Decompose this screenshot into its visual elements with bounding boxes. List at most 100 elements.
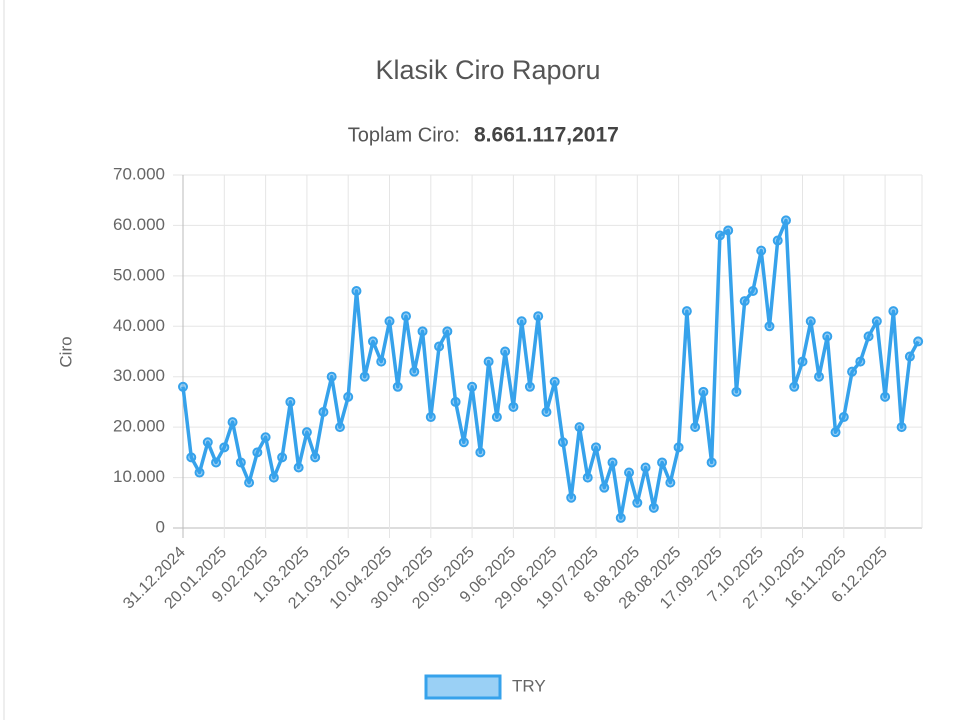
data-point [557, 437, 568, 448]
data-point [913, 336, 924, 347]
data-point [277, 452, 288, 463]
data-point [706, 457, 717, 468]
data-point [285, 396, 296, 407]
data-point [830, 427, 841, 438]
data-point [690, 422, 701, 433]
data-point [376, 356, 387, 367]
data-point [178, 381, 188, 392]
data-point [434, 341, 445, 352]
data-point [425, 412, 436, 423]
data-point [566, 492, 577, 503]
series-line [181, 218, 920, 520]
data-point [508, 401, 519, 412]
data-point [599, 482, 610, 493]
data-point [483, 356, 494, 367]
data-point [194, 467, 205, 478]
data-point [896, 422, 907, 433]
data-point [384, 316, 395, 327]
data-point [797, 356, 808, 367]
data-point [640, 462, 651, 473]
data-point [442, 326, 453, 337]
data-point [334, 422, 345, 433]
data-point [780, 215, 791, 226]
data-point [367, 336, 378, 347]
data-point [863, 331, 874, 342]
y-tick-label: 70.000 [113, 164, 165, 183]
data-point [409, 366, 420, 377]
data-point [467, 381, 478, 392]
y-tick-label: 50.000 [113, 265, 165, 284]
data-point [202, 437, 213, 448]
data-point [458, 437, 469, 448]
data-point [847, 366, 858, 377]
data-point [326, 371, 337, 382]
data-point [227, 417, 238, 428]
data-point [681, 306, 692, 317]
data-point [541, 407, 552, 418]
data-point [871, 316, 882, 327]
data-point [582, 472, 593, 483]
data-point [318, 407, 329, 418]
data-point [838, 412, 849, 423]
data-point [805, 316, 816, 327]
data-point [822, 331, 833, 342]
data-point [219, 442, 230, 453]
data-point [888, 306, 899, 317]
data-point [772, 235, 783, 246]
subtitle-value: 8.661.117,2017 [474, 124, 619, 147]
y-tick-label: 30.000 [113, 366, 165, 385]
data-point [739, 296, 750, 307]
data-point [524, 381, 535, 392]
data-point [607, 457, 618, 468]
data-point [665, 477, 676, 488]
data-point [624, 467, 635, 478]
chart-title: Klasik Ciro Raporu [375, 55, 600, 85]
y-tick-label: 60.000 [113, 215, 165, 234]
legend-swatch [424, 674, 502, 700]
data-point [632, 497, 643, 508]
y-tick-label: 10.000 [113, 467, 165, 486]
data-point [343, 391, 354, 402]
data-point [359, 371, 370, 382]
data-point [491, 412, 502, 423]
data-point [268, 472, 279, 483]
data-point [591, 442, 601, 453]
data-point [731, 386, 742, 397]
data-point [747, 285, 758, 296]
data-point [756, 245, 767, 256]
data-point [310, 452, 321, 463]
data-point [764, 321, 775, 332]
data-point [549, 376, 560, 387]
data-point [500, 346, 511, 357]
data-point [301, 427, 312, 438]
data-point [814, 371, 825, 382]
data-point [475, 447, 486, 458]
data-point [450, 396, 461, 407]
data-point [789, 381, 800, 392]
data-point [904, 351, 915, 362]
data-point [723, 225, 734, 236]
data-point [615, 512, 626, 523]
data-point [186, 452, 197, 463]
data-point [880, 391, 891, 402]
data-point [533, 311, 544, 322]
data-point [673, 442, 684, 453]
data-point [714, 230, 725, 241]
data-point [293, 462, 304, 473]
data-point [855, 356, 866, 367]
subtitle-label: Toplam Ciro: [348, 124, 460, 146]
data-point [392, 381, 403, 392]
y-tick-label: 40.000 [113, 316, 165, 335]
y-axis-label: Ciro [56, 336, 75, 367]
data-point [698, 386, 709, 397]
data-point [211, 457, 222, 468]
legend-label: TRY [512, 676, 546, 695]
data-point [235, 457, 246, 468]
data-point [657, 457, 668, 468]
data-point [417, 326, 428, 337]
data-point [648, 502, 659, 513]
data-point [401, 311, 412, 322]
data-point [574, 422, 585, 433]
data-point [516, 316, 527, 327]
data-point [252, 447, 263, 458]
